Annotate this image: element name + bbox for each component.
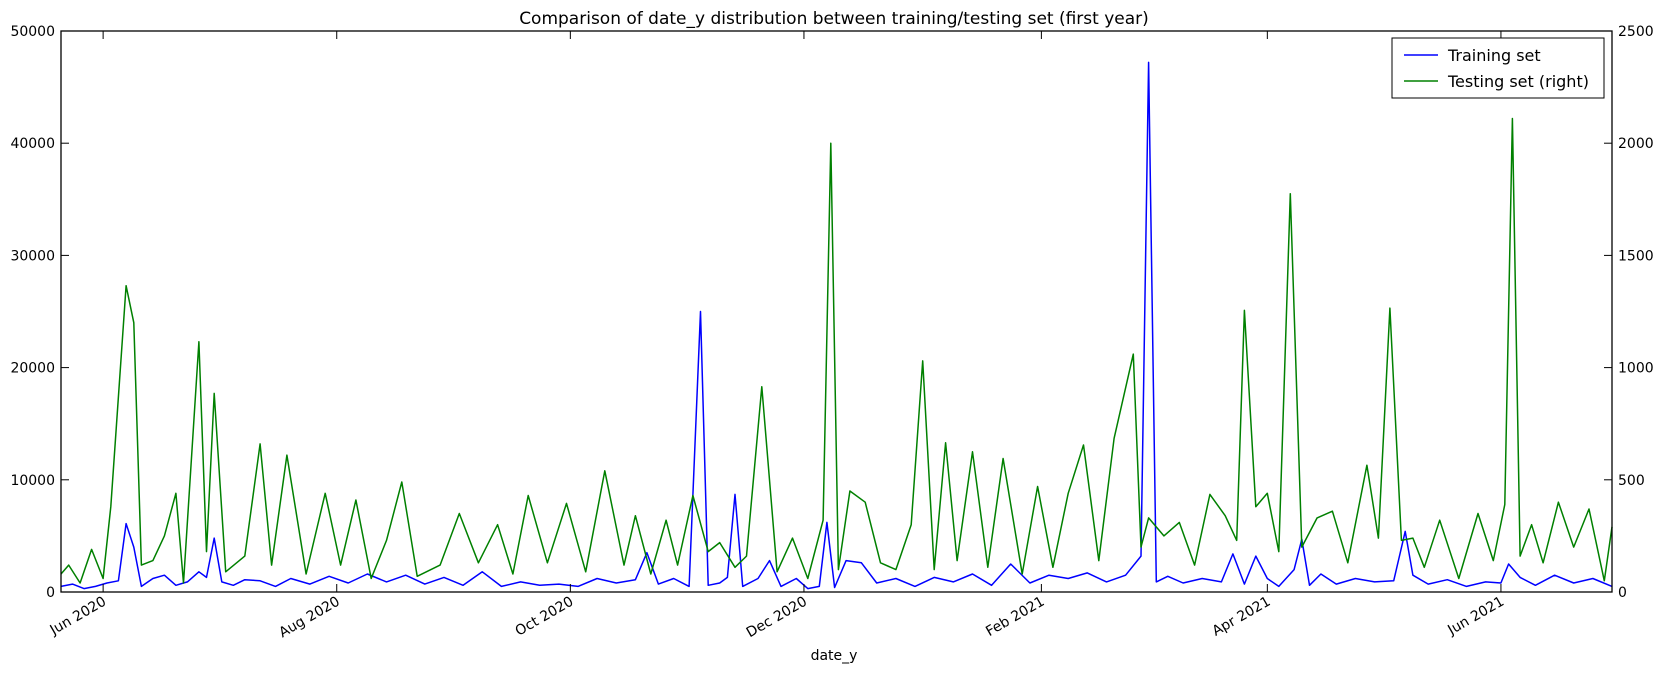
- y-right-tick-label: 2500: [1618, 24, 1654, 40]
- y-right-tick-label: 0: [1618, 585, 1627, 601]
- chart-title: Comparison of date_y distribution betwee…: [519, 9, 1149, 29]
- y-right-tick-label: 1000: [1618, 361, 1654, 377]
- y-left-tick-label: 30000: [10, 248, 55, 264]
- x-tick-label: Feb 2021: [983, 594, 1047, 640]
- y-left-tick-label: 50000: [10, 24, 55, 40]
- x-tick-label: Aug 2020: [276, 594, 342, 642]
- y-left-tick-label: 10000: [10, 473, 55, 489]
- x-tick-label: Jun 2021: [1444, 594, 1507, 639]
- x-tick-label: Dec 2020: [744, 594, 810, 641]
- plot-frame: [60, 30, 1613, 593]
- legend-label: Training set: [1447, 46, 1541, 65]
- x-axis-label: date_y: [811, 648, 858, 664]
- plot-layer: 0 10000 20000 30000 40000 50000 0 500 1000 1500 20…: [10, 24, 1653, 641]
- legend: Training set Testing set (right): [1391, 37, 1605, 99]
- y-left-tick-label: 0: [46, 585, 55, 601]
- testing-series-line: [60, 117, 1613, 584]
- y-right-tick-label: 2000: [1618, 136, 1654, 152]
- y-right-tick-label: 1500: [1618, 248, 1654, 264]
- y-right-tick-label: 500: [1618, 473, 1645, 489]
- legend-box: [1391, 37, 1605, 99]
- y-left-tick-label: 40000: [10, 136, 55, 152]
- training-series-line: [60, 61, 1613, 590]
- y-left-tick-label: 20000: [10, 361, 55, 377]
- x-tick-label: Oct 2020: [513, 594, 577, 640]
- legend-label: Testing set (right): [1447, 72, 1589, 91]
- x-tick-label: Apr 2021: [1210, 594, 1274, 640]
- x-tick-label: Jun 2020: [47, 594, 110, 639]
